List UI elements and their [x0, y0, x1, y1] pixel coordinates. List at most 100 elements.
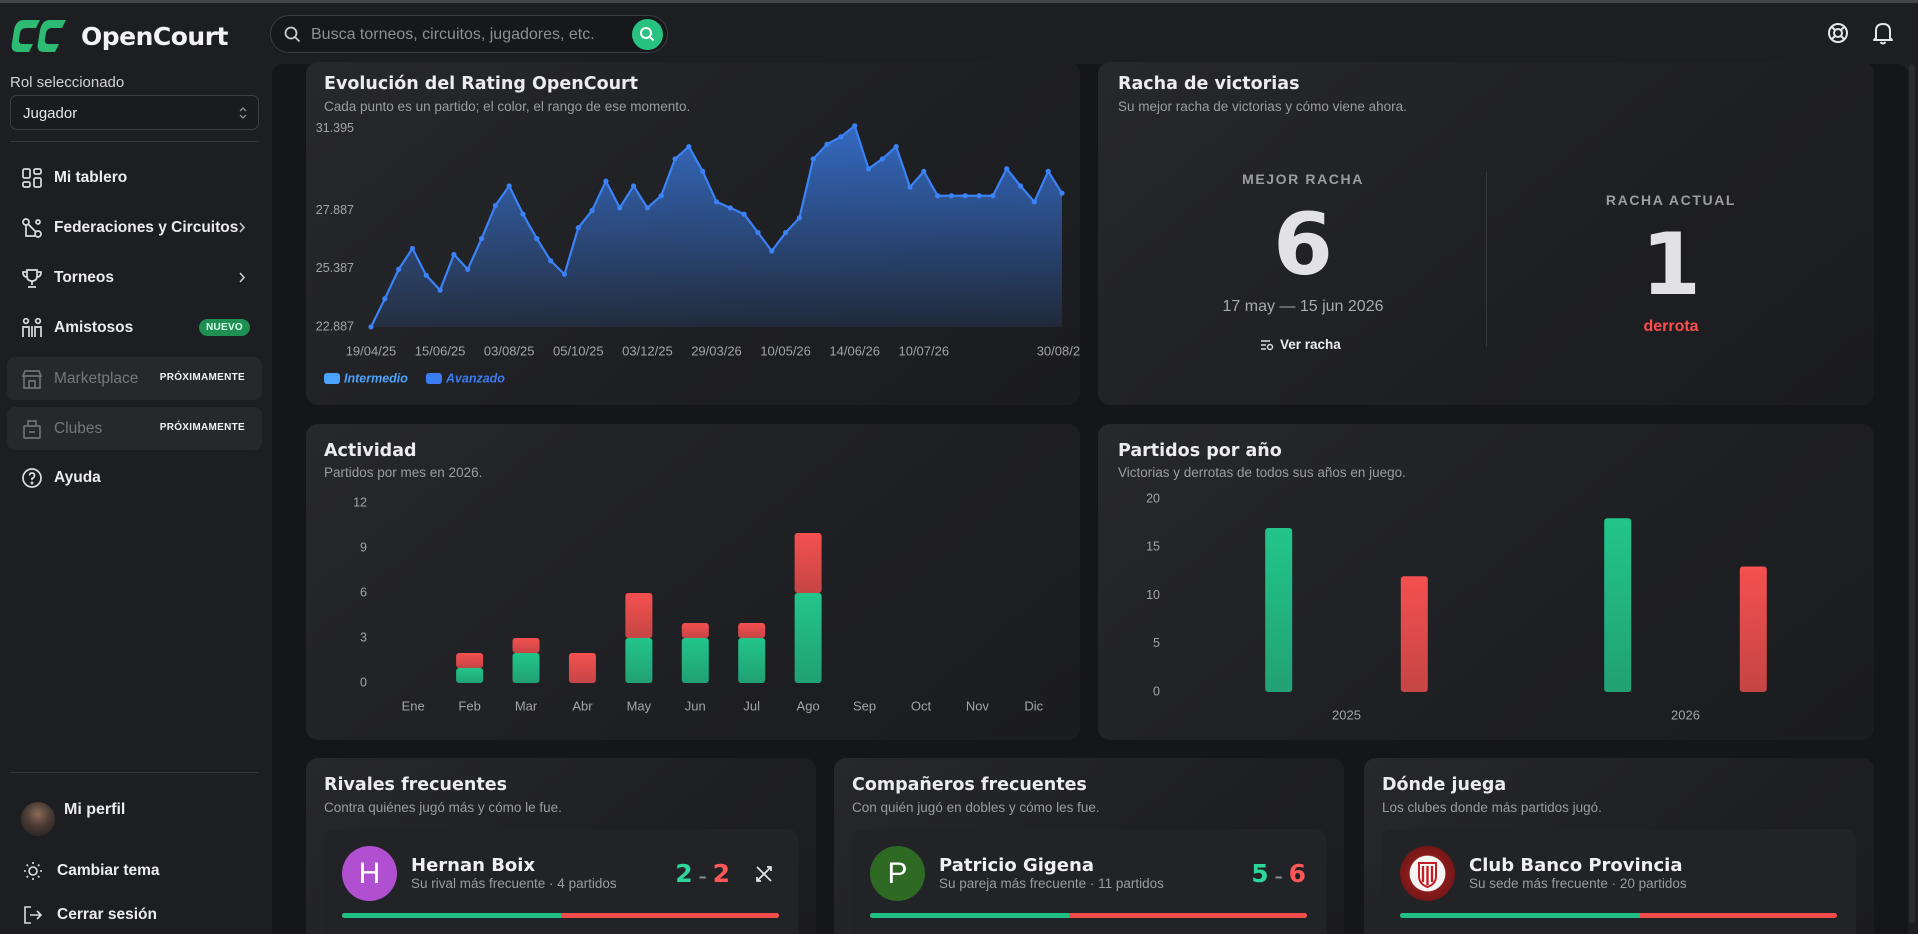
brand-name[interactable]: OpenCourt	[81, 22, 229, 51]
search-box[interactable]: Busca torneos, circuitos, jugadores, etc…	[270, 15, 668, 53]
y-tick-label: 6	[360, 585, 367, 599]
role-label: Rol seleccionado	[10, 74, 125, 91]
nav-item[interactable]: Federaciones y Circuitos	[7, 206, 262, 249]
rating-chart: 22.887 25.387 27.887 31.395 19/04/25 15/06/25…	[316, 121, 1080, 385]
point	[948, 193, 955, 199]
logout-icon	[24, 906, 43, 924]
scrollbar[interactable]	[1909, 64, 1915, 924]
point	[879, 156, 885, 162]
streak-divider	[1486, 172, 1487, 347]
y-tick-label: 12	[353, 495, 367, 509]
card-title: Dónde juega	[1382, 775, 1507, 795]
x-tick-label: Sep	[853, 698, 876, 713]
point	[1004, 166, 1010, 172]
chevron	[239, 222, 246, 233]
point	[382, 296, 388, 302]
versus-icon	[756, 866, 772, 882]
chevron	[239, 272, 246, 283]
nav-item[interactable]: Ayuda	[7, 456, 262, 499]
theme-toggle[interactable]: Cambiar tema	[57, 862, 160, 879]
bar	[794, 533, 822, 593]
y-tick-label: 5	[1153, 636, 1160, 650]
current-streak-value: 1	[1641, 215, 1701, 315]
link-text: Ver racha	[1280, 337, 1341, 352]
x-tick-label: 2026	[1671, 707, 1700, 722]
point	[630, 183, 637, 189]
point	[921, 168, 927, 174]
nav-item[interactable]: Amistosos NUEVO	[7, 306, 262, 349]
window-strip	[0, 0, 1918, 3]
nav-icon	[22, 218, 42, 238]
won-segment	[342, 913, 561, 918]
club-item[interactable]: Club Banco Provincia Su sede más frecuen…	[1382, 829, 1856, 934]
win-loss-bar	[870, 913, 1307, 918]
x-tick-label: 05/10/25	[553, 343, 604, 358]
role-select[interactable]: Jugador	[10, 95, 259, 130]
point	[713, 199, 720, 205]
y-tick-label: 9	[360, 540, 367, 554]
notifications-button[interactable]	[1871, 20, 1895, 46]
nav-icon	[22, 317, 42, 337]
point	[492, 202, 498, 209]
point	[548, 258, 554, 264]
person-name: Patricio Gigena	[939, 855, 1094, 876]
won-segment	[870, 913, 1069, 918]
bar	[1400, 576, 1428, 692]
bar	[456, 653, 484, 668]
point	[437, 287, 443, 293]
clubs-card: Dónde juega Los clubes donde más partido…	[1364, 758, 1874, 934]
point	[755, 229, 761, 236]
point	[741, 211, 747, 217]
partner-item[interactable]: P Patricio Gigena Su pareja más frecuent…	[852, 829, 1326, 934]
search-button-icon	[640, 27, 655, 42]
x-tick-label: Jun	[685, 698, 706, 713]
point	[865, 166, 872, 172]
x-tick-label: 15/06/25	[415, 343, 466, 358]
y-tick-label: 10	[1146, 588, 1160, 602]
x-tick-label: Jul	[743, 698, 760, 713]
x-tick-label: 03/08/25	[484, 343, 535, 358]
avatar: P	[870, 846, 925, 901]
point	[962, 193, 968, 199]
bar	[794, 593, 822, 683]
point	[852, 123, 858, 129]
activity-panel: Actividad Partidos por mes en 2026. 0 3 6 9…	[306, 424, 1080, 740]
point	[658, 193, 664, 199]
profile-link[interactable]: Mi perfil	[64, 801, 126, 818]
point	[990, 193, 996, 199]
nav-label: Marketplace	[54, 370, 139, 387]
lost-segment	[560, 913, 779, 918]
logout-link[interactable]: Cerrar sesión	[57, 906, 157, 923]
point	[534, 236, 540, 242]
profile-avatar[interactable]	[21, 802, 55, 836]
point	[451, 251, 457, 258]
point	[686, 143, 692, 150]
person-name: Hernan Boix	[411, 855, 536, 876]
score-separator: –	[1274, 867, 1283, 886]
legend-swatch	[425, 373, 442, 384]
yearly-chart: 0 5 10 15 20 2025 2026	[1146, 491, 1767, 722]
search-button[interactable]	[632, 19, 663, 50]
bar	[738, 638, 766, 683]
y-tick-label: 3	[360, 630, 367, 644]
help-button[interactable]	[1826, 21, 1850, 45]
brand-logo[interactable]	[10, 17, 68, 55]
club-crest	[1400, 846, 1455, 901]
x-tick-label: 29/03/26	[691, 343, 742, 358]
score-separator: –	[698, 867, 707, 886]
rival-item[interactable]: H Hernan Boix Su rival más frecuente · 4…	[324, 829, 798, 934]
point	[700, 168, 706, 174]
bar	[512, 653, 540, 683]
score-won: 2	[675, 859, 693, 888]
card-subtitle: Los clubes donde más partidos jugó.	[1382, 800, 1602, 815]
nav-item[interactable]: Torneos	[7, 256, 262, 299]
y-tick-label: 15	[1146, 540, 1160, 554]
nav-icon	[21, 370, 43, 389]
rating-panel: Evolución del Rating OpenCourt Cada punt…	[306, 62, 1080, 405]
streak-panel: Racha de victorias Su mejor racha de vic…	[1098, 62, 1874, 405]
panel-subtitle: Partidos por mes en 2026.	[324, 465, 483, 480]
card-subtitle: Contra quiénes jugó más y cómo le fue.	[324, 800, 562, 815]
panel-subtitle: Victorias y derrotas de todos sus años e…	[1118, 465, 1406, 480]
role-value: Jugador	[23, 105, 78, 122]
nav-item[interactable]: Mi tablero	[7, 156, 262, 199]
